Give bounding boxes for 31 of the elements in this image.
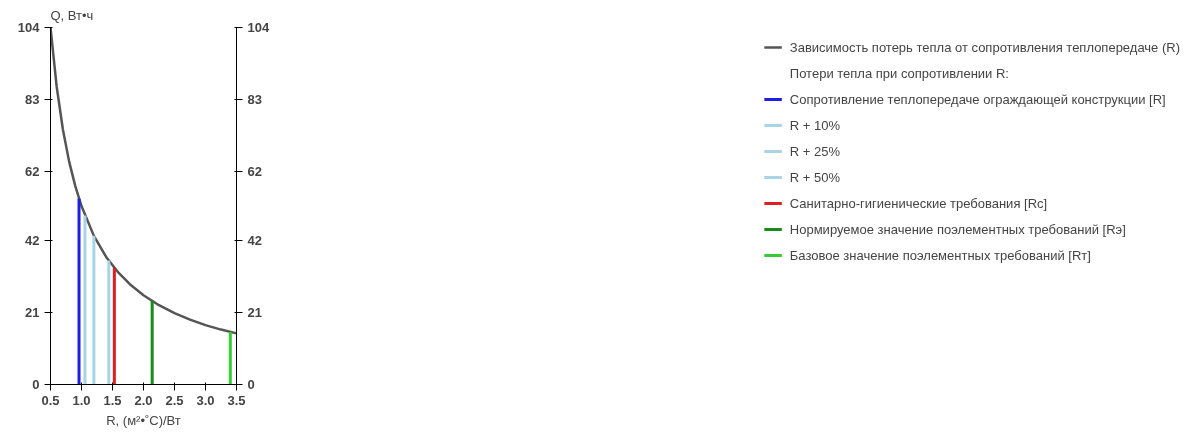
y-tick-label: 83 <box>25 92 40 108</box>
y-tick-label: 62 <box>25 164 40 180</box>
legend-label: Зависимость потерь тепла от сопротивления теплопередаче (R) <box>789 39 1180 55</box>
y-axis-title: Q, Вт•ч <box>50 7 94 23</box>
x-tick-label: 1.0 <box>72 392 91 408</box>
x-axis-title: R, (м²•˚C)/Вт <box>106 412 181 428</box>
x-tick-label: 2.5 <box>165 392 184 408</box>
text: Потери тепла при сопротивлении R: <box>789 65 1009 81</box>
legend-label: R + 50% <box>789 169 841 185</box>
y2-tick-label: 21 <box>247 304 262 320</box>
x-tick-label: 2.0 <box>134 392 153 408</box>
x-tick-label: 3.0 <box>196 392 215 408</box>
x-tick-label: 3.5 <box>227 392 246 408</box>
x-tick-label: 0.5 <box>41 392 60 408</box>
legend-label: Базовое значение поэлементных требований [Rт] <box>789 247 1091 263</box>
legend-label: R + 25% <box>789 143 841 159</box>
line-series <box>50 27 237 335</box>
y-tick-label: 42 <box>25 232 40 248</box>
x-tick-label: 1.5 <box>103 392 122 408</box>
legend-label: R + 10% <box>789 117 841 133</box>
y-tick-label: 104 <box>17 20 41 35</box>
legend-label: Нормируемое значение поэлементных требований [Rэ] <box>789 221 1126 237</box>
y2-tick-label: 42 <box>247 232 262 248</box>
y-tick-label: 0 <box>32 377 40 392</box>
y2-tick-label: 62 <box>247 164 262 180</box>
legend-label: Сопротивление теплопередаче ограждающей конструкции [R] <box>789 91 1166 107</box>
y2-tick-label: 104 <box>247 20 270 35</box>
y2-tick-label: 83 <box>247 92 262 108</box>
y2-tick-label: 0 <box>247 377 255 392</box>
legend-label: Санитарно-гигиенические требования [Rc] <box>789 195 1048 211</box>
y-tick-label: 21 <box>25 304 40 320</box>
